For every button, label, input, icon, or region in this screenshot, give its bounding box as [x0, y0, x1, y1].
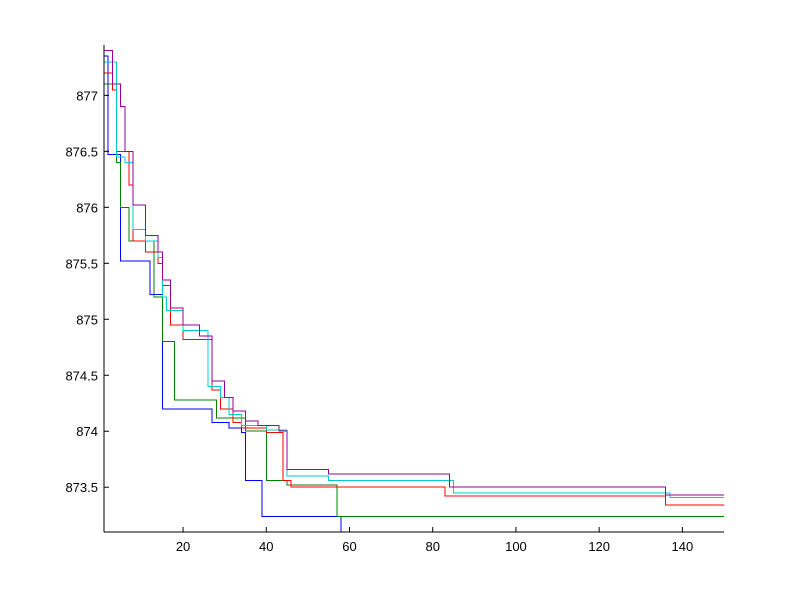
series-line-1: [104, 55, 342, 532]
series-line-2: [104, 83, 724, 517]
y-tick-label: 873.5: [65, 480, 98, 495]
x-tick-label: 80: [425, 539, 439, 554]
series-layer: [104, 50, 724, 532]
series-line-5: [104, 50, 724, 496]
y-tick-label: 874.5: [65, 368, 98, 383]
y-tick-label: 874: [76, 424, 98, 439]
x-tick-label: 140: [672, 539, 694, 554]
x-tick-label: 120: [588, 539, 610, 554]
tick-labels: 20 40 60 80 100 120 140 873.5 874 874.5 875 875.5 87…: [65, 88, 693, 554]
y-tick-label: 875.5: [65, 256, 98, 271]
series-line-4: [104, 61, 724, 498]
y-tick-label: 876.5: [65, 144, 98, 159]
series-line-3: [104, 72, 724, 506]
x-tick-label: 100: [505, 539, 527, 554]
y-tick-label: 875: [76, 312, 98, 327]
y-tick-label: 877: [76, 88, 98, 103]
x-tick-label: 60: [342, 539, 356, 554]
x-tick-label: 20: [176, 539, 190, 554]
x-tick-label: 40: [259, 539, 273, 554]
axes: [103, 45, 724, 533]
y-tick-label: 876: [76, 200, 98, 215]
